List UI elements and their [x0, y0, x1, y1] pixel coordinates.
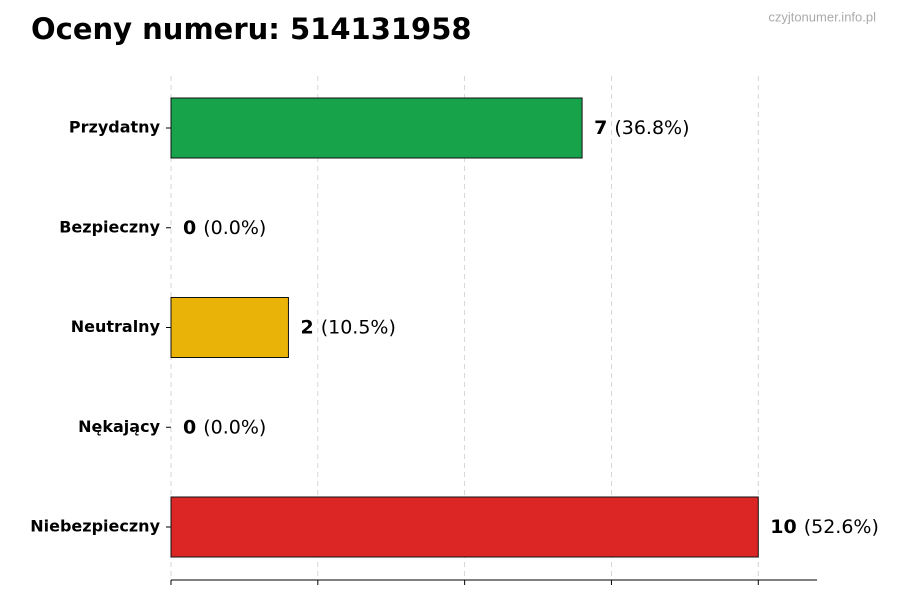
y-tick-label: Nękający [78, 417, 160, 436]
value-label: 7 (36.8%) [594, 117, 689, 139]
value-label: 0 (0.0%) [183, 416, 266, 438]
y-tick-label: Niebezpieczny [30, 517, 160, 536]
share: (0.0%) [203, 216, 266, 238]
value: 7 [594, 117, 607, 139]
value: 10 [770, 516, 796, 538]
chart-title: Oceny numeru: 514131958 [31, 12, 472, 46]
bar [170, 297, 289, 358]
y-tick-label: Przydatny [69, 118, 161, 137]
y-tick-label: Neutralny [71, 317, 161, 336]
share: (10.5%) [321, 316, 396, 338]
share: (0.0%) [203, 416, 266, 438]
value: 0 [183, 216, 196, 238]
share: (52.6%) [804, 516, 879, 538]
watermark: czyjtonumer.info.pl [768, 9, 876, 24]
value: 0 [183, 416, 196, 438]
bar [170, 496, 759, 558]
y-tick-label: Bezpieczny [59, 217, 160, 236]
value-label: 0 (0.0%) [183, 216, 266, 238]
share: (36.8%) [614, 117, 689, 139]
bar [170, 97, 583, 159]
value-label: 2 (10.5%) [300, 316, 395, 338]
value: 2 [300, 316, 313, 338]
value-label: 10 (52.6%) [770, 516, 879, 538]
